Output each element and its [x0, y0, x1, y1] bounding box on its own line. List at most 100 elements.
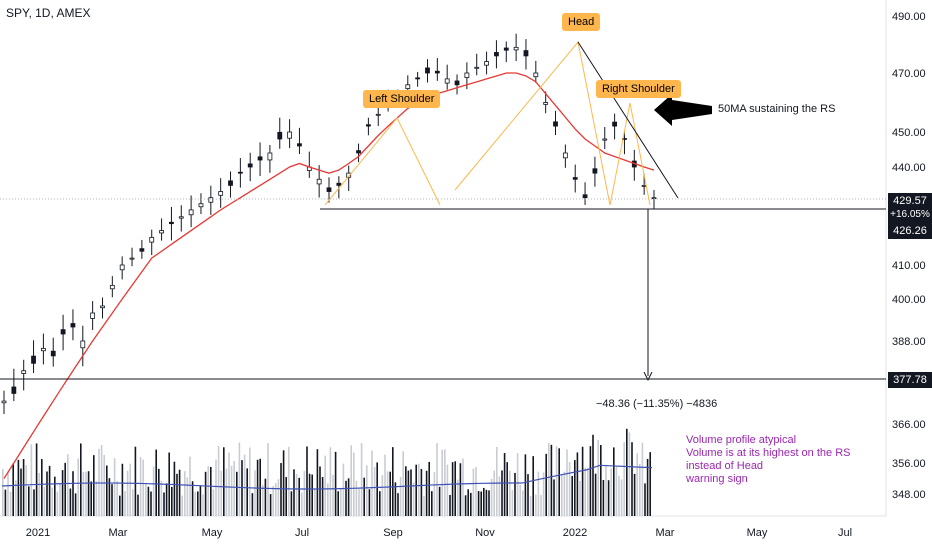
volume-bar — [561, 474, 563, 516]
volume-bar — [204, 471, 207, 516]
candle-body — [31, 355, 36, 364]
volume-bar — [446, 464, 449, 516]
volume-bar — [212, 489, 215, 516]
candle-body — [494, 52, 499, 57]
arrow-icon — [654, 94, 712, 126]
volume-bar — [592, 434, 594, 516]
head-lines — [454, 40, 611, 206]
candle-body — [60, 329, 66, 335]
volume-bar — [82, 471, 85, 516]
volume-bar — [618, 475, 620, 516]
volume-bar — [20, 468, 22, 516]
volume-bar — [74, 493, 77, 516]
volume-bar — [399, 476, 402, 516]
candle-body — [543, 102, 549, 105]
volume-bar — [347, 478, 350, 516]
volume-bar — [371, 450, 373, 516]
candle-body — [247, 163, 253, 168]
volume-bar — [490, 478, 493, 516]
volume-bar — [340, 488, 342, 516]
volume-bar — [501, 470, 503, 516]
volume-bar — [615, 467, 618, 516]
candle-body — [326, 187, 332, 192]
volume-bar — [184, 471, 186, 516]
ma-note: 50MA sustaining the RS — [718, 103, 836, 115]
volume-bar — [197, 491, 199, 516]
volume-bar — [415, 464, 417, 516]
candle-body — [129, 257, 135, 260]
volume-bar — [584, 467, 586, 516]
volume-bar — [295, 473, 298, 516]
volume-bar — [470, 492, 472, 516]
volume-bar — [345, 480, 347, 516]
candle-body — [641, 185, 647, 187]
volume-bar — [160, 480, 163, 516]
volume-bar — [316, 449, 319, 516]
volume-bar — [329, 447, 332, 516]
volume-bar — [527, 474, 529, 516]
volume-bar — [542, 472, 545, 516]
candle-body — [277, 131, 283, 140]
volume-bar — [59, 482, 61, 516]
volume-bar — [332, 474, 334, 516]
volume-bar — [87, 471, 90, 516]
volume-bar — [646, 458, 649, 516]
volume-bar — [30, 444, 33, 516]
volume-bar — [199, 485, 202, 516]
x-tick-label: May — [202, 527, 223, 539]
volume-bar — [509, 470, 511, 516]
volume-bar — [80, 443, 82, 516]
volume-bar — [496, 447, 498, 516]
volume-bar — [397, 493, 399, 516]
volume-bar — [576, 452, 579, 516]
volume-bar — [269, 494, 272, 516]
volume-bar — [111, 484, 113, 516]
volume-bar — [189, 456, 191, 516]
candle-body — [169, 221, 174, 225]
volume-bar — [280, 463, 282, 516]
volume-bar — [220, 470, 222, 516]
volume-bar — [72, 471, 74, 516]
volume-bar — [202, 494, 204, 516]
volume-bar — [358, 488, 360, 516]
candle-body — [90, 312, 96, 319]
volume-bar — [407, 470, 410, 516]
volume-bar — [98, 448, 100, 516]
volume-bar — [623, 442, 625, 516]
volume-bar — [412, 482, 415, 516]
volume-bar — [308, 473, 311, 516]
volume-bar — [644, 483, 646, 516]
volume-bar — [28, 486, 30, 516]
volume-bar — [529, 495, 532, 516]
volume-bar — [298, 477, 300, 516]
volume-bar — [483, 487, 485, 516]
volume-bar — [43, 486, 46, 516]
candle-body — [11, 386, 17, 394]
volume-bar — [379, 491, 381, 516]
volume-note-line-1: Volume profile atypical — [686, 434, 797, 446]
volume-bar — [134, 446, 137, 516]
volume-bar — [7, 471, 9, 516]
volume-bar — [594, 473, 597, 516]
volume-bar — [639, 463, 641, 516]
volume-bar — [132, 489, 134, 516]
volume-bar — [147, 486, 150, 516]
volume-bar — [95, 481, 98, 516]
candle-body — [503, 47, 509, 51]
volume-bar — [602, 480, 605, 516]
volume-bar — [493, 470, 495, 516]
volume-bar — [236, 471, 238, 516]
y-tick-label: 440.00 — [892, 162, 926, 174]
candle-body — [21, 370, 27, 374]
volume-bar — [233, 461, 235, 516]
volume-bar — [498, 476, 501, 516]
candle-body — [80, 340, 86, 349]
volume-bar — [607, 480, 610, 516]
volume-bar — [431, 491, 433, 516]
volume-bar — [12, 463, 14, 516]
candle-body — [562, 152, 568, 159]
y-tick-label: 348.00 — [892, 489, 926, 501]
candle-body — [257, 156, 263, 161]
candle-body — [40, 348, 46, 352]
